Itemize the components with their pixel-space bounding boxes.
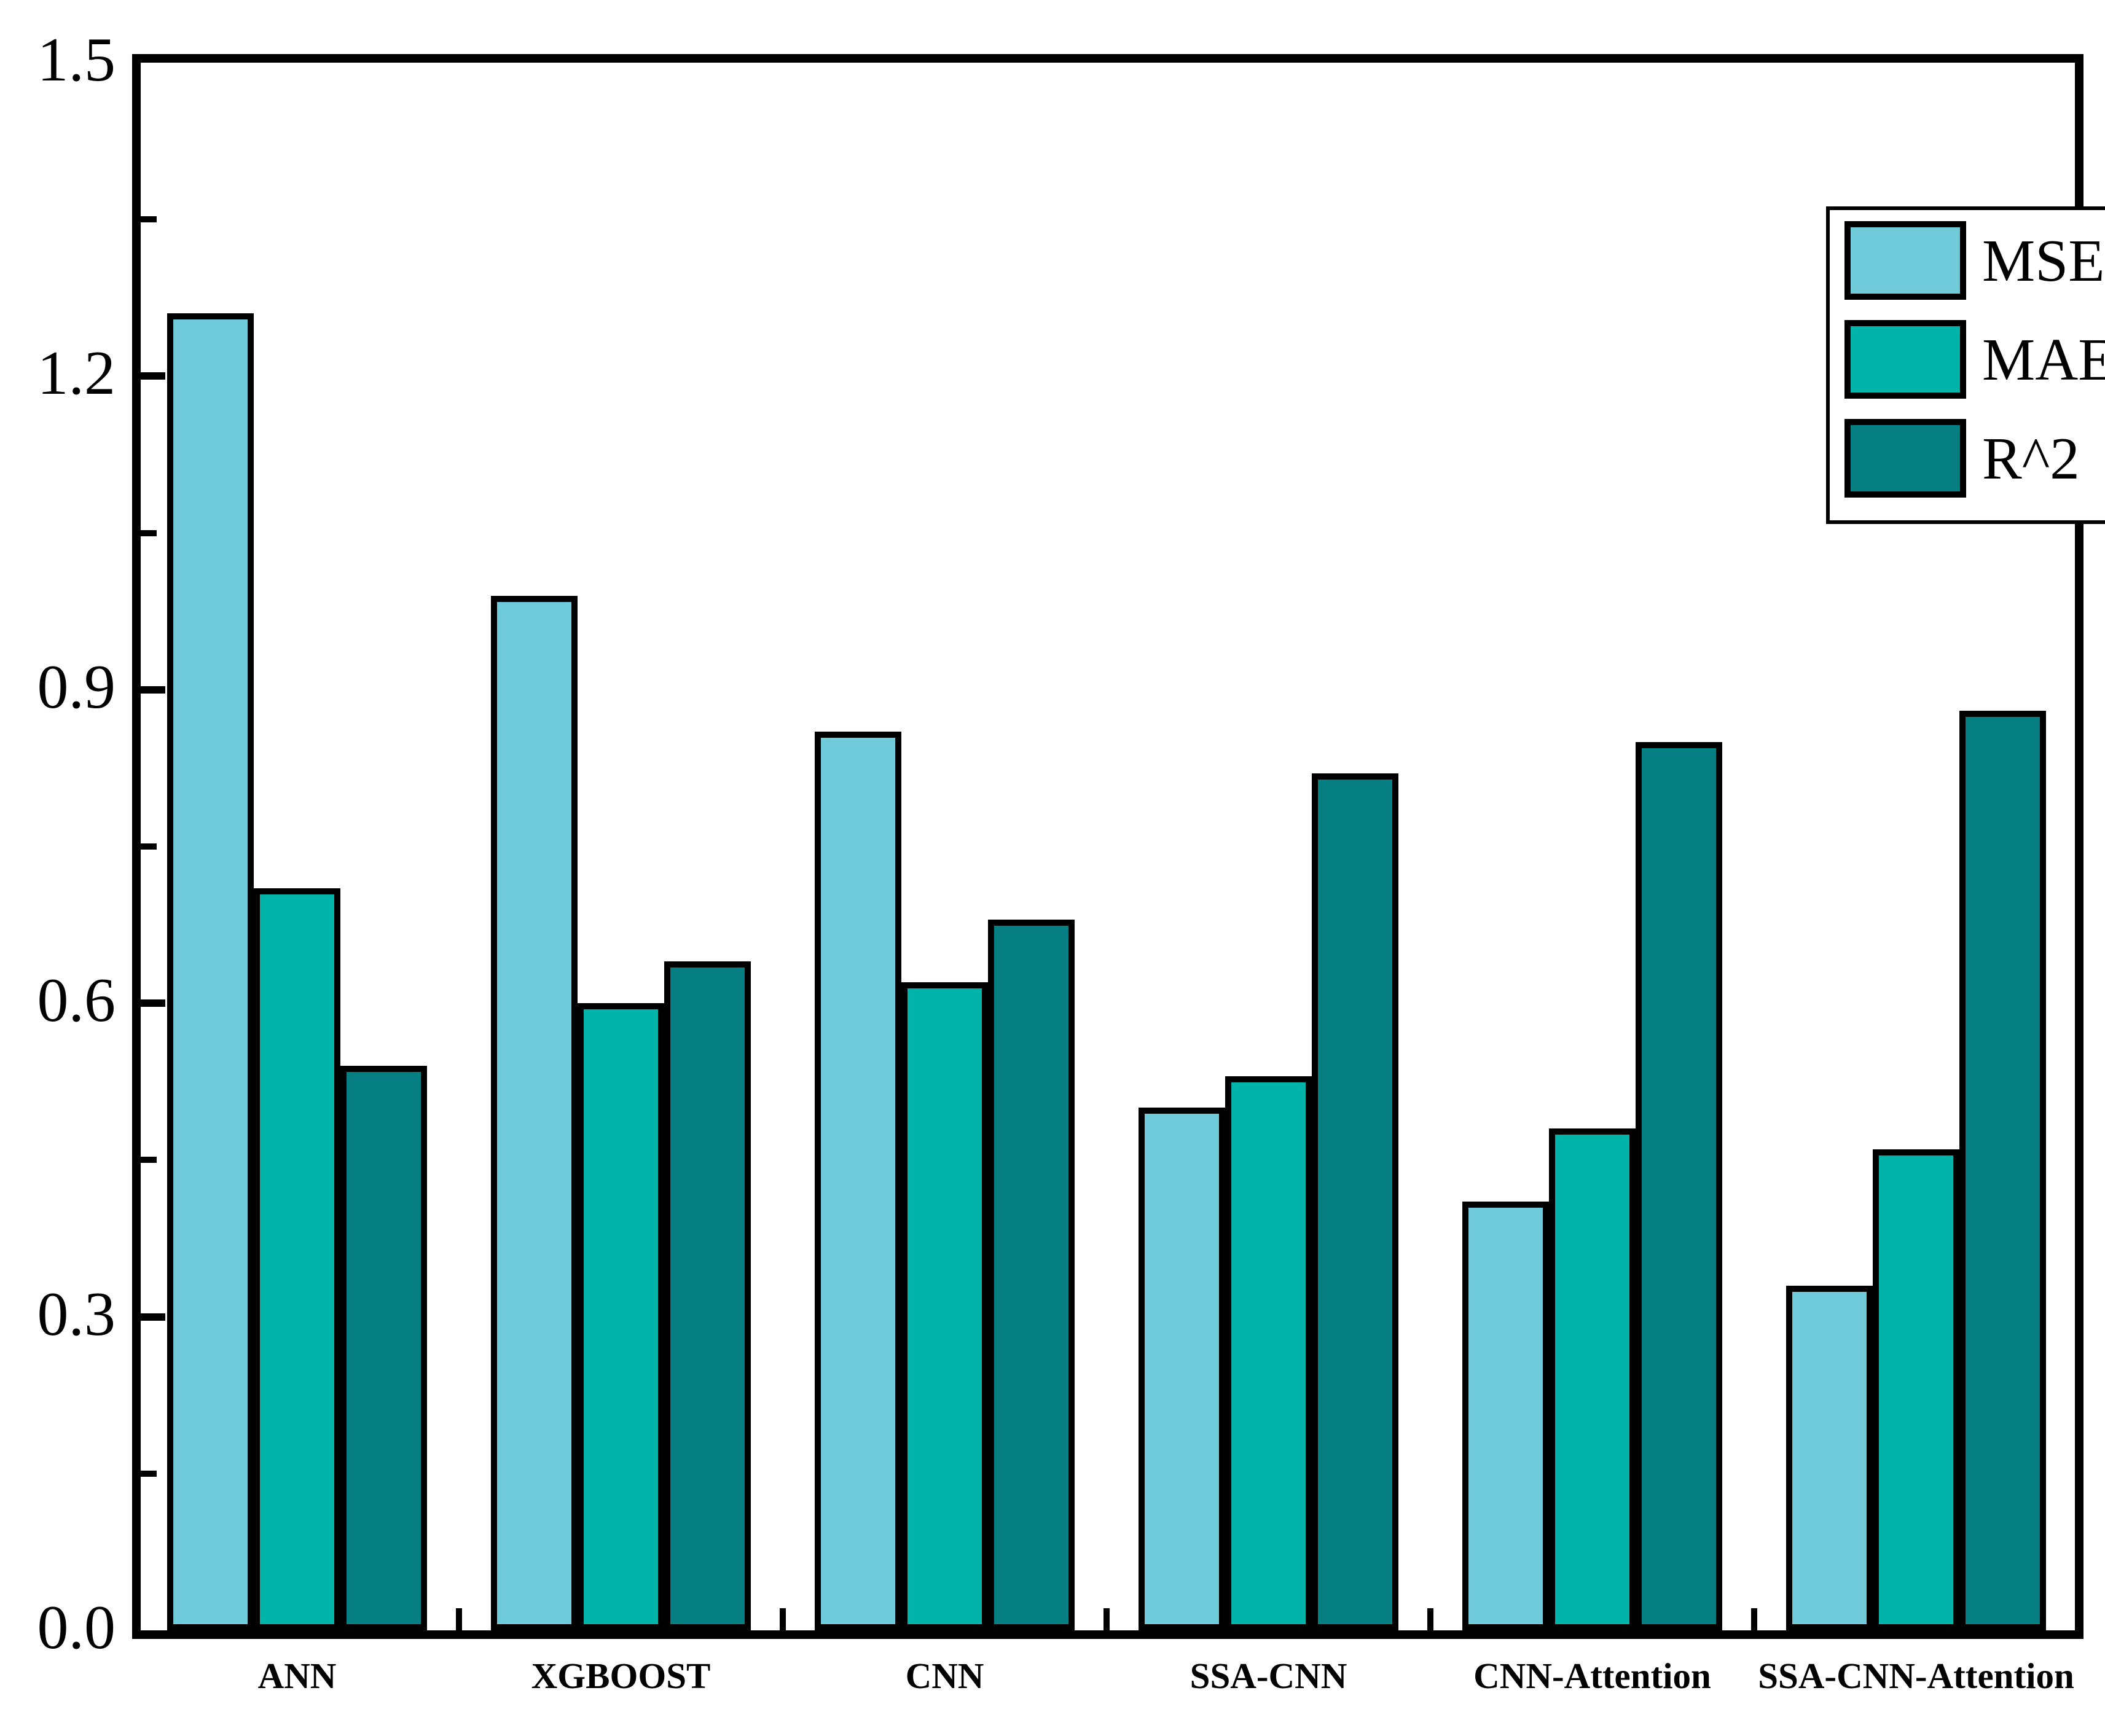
bar-ann-mae: [254, 888, 340, 1630]
y-axis-major-tick: [132, 372, 165, 380]
legend-item-mse: MSE: [1844, 221, 2105, 300]
bar-cnn-mae: [901, 982, 988, 1630]
bar-ssa-cnn-mae: [1225, 1076, 1312, 1630]
bar-ssa-cnn-attention-mse: [1786, 1286, 1873, 1630]
legend-item-r2: R^2: [1844, 419, 2105, 498]
bar-xgboost-mse: [491, 596, 578, 1630]
y-axis-major-tick: [132, 686, 165, 694]
legend-swatch-mae: [1844, 320, 1966, 399]
x-axis-label-xgboost: XGBOOST: [531, 1656, 711, 1696]
y-axis-minor-tick: [141, 1470, 157, 1477]
x-axis-minor-tick: [1751, 1608, 1757, 1630]
legend-label-mae: MAE: [1982, 326, 2105, 393]
bar-cnn-attention-r2: [1636, 742, 1722, 1630]
y-axis-major-tick: [132, 999, 165, 1007]
bar-ann-mse: [167, 313, 254, 1630]
bar-ssa-cnn-attention-mae: [1873, 1149, 1959, 1630]
y-axis-tick-label: 0.0: [37, 1592, 116, 1662]
bar-ssa-cnn-r2: [1312, 773, 1398, 1630]
bar-cnn-mse: [815, 732, 901, 1630]
legend-label-mse: MSE: [1982, 227, 2105, 294]
x-axis-label-ssa-cnn: SSA-CNN: [1190, 1656, 1347, 1696]
y-axis-minor-tick: [141, 843, 157, 850]
plot-area: MSE MAE R^2: [132, 54, 2105, 1639]
legend: MSE MAE R^2: [1826, 206, 2105, 524]
y-axis-minor-tick: [141, 216, 157, 223]
legend-swatch-mse: [1844, 221, 1966, 300]
bar-cnn-r2: [988, 920, 1075, 1630]
y-axis-minor-tick: [141, 1157, 157, 1163]
y-axis-tick-label: 0.6: [37, 966, 116, 1036]
x-axis-minor-tick: [1427, 1608, 1433, 1630]
bar-xgboost-mae: [578, 1003, 664, 1630]
x-axis-minor-tick: [456, 1608, 462, 1630]
x-axis-minor-tick: [1103, 1608, 1110, 1630]
bar-ssa-cnn-mse: [1139, 1108, 1225, 1630]
x-axis-label-ann: ANN: [257, 1656, 337, 1696]
bar-cnn-attention-mse: [1462, 1202, 1549, 1630]
y-axis-minor-tick: [141, 530, 157, 536]
bar-xgboost-r2: [664, 961, 751, 1630]
legend-label-r2: R^2: [1982, 425, 2080, 491]
y-axis-tick-label: 0.9: [37, 652, 116, 722]
bar-ssa-cnn-attention-r2: [1959, 711, 2046, 1630]
legend-item-mae: MAE: [1844, 320, 2105, 399]
y-axis-major-tick: [132, 1313, 165, 1321]
bar-cnn-attention-mae: [1549, 1128, 1636, 1630]
x-axis-label-cnn: CNN: [905, 1656, 984, 1696]
y-axis-tick-label: 1.5: [37, 25, 116, 95]
legend-swatch-r2: [1844, 419, 1966, 498]
y-axis-tick-label: 0.3: [37, 1279, 116, 1349]
x-axis-minor-tick: [780, 1608, 786, 1630]
bar-ann-r2: [340, 1066, 427, 1630]
x-axis-label-ssa-cnn-attention: SSA-CNN-Attention: [1758, 1656, 2074, 1696]
y-axis-tick-label: 1.2: [37, 338, 116, 409]
x-axis-label-cnn-attention: CNN-Attention: [1473, 1656, 1711, 1696]
